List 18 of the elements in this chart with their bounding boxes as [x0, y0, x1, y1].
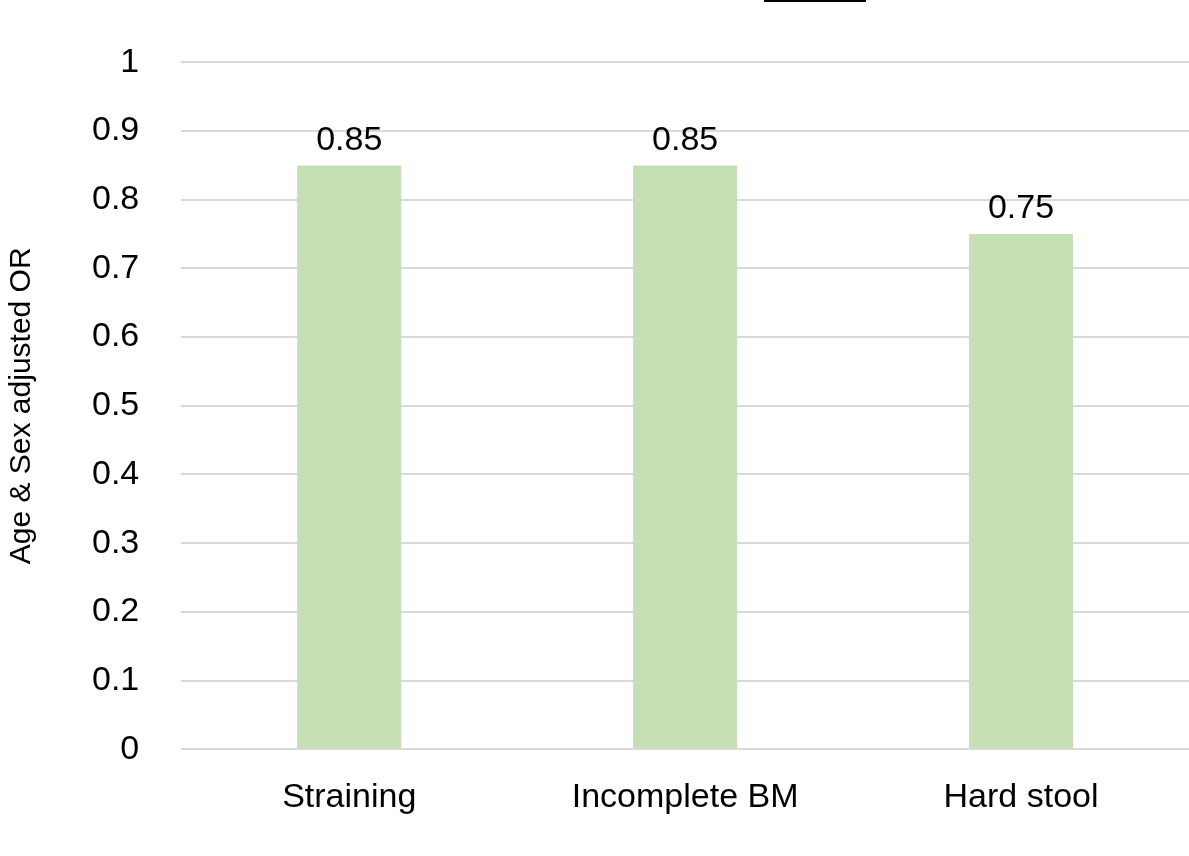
y-tick-label: 0.6	[92, 315, 140, 354]
y-tick-label: 0.3	[92, 521, 140, 560]
y-tick-label: 0	[120, 727, 140, 766]
x-tick-label: Incomplete BM	[571, 775, 799, 814]
y-tick-label: 0.4	[92, 452, 140, 491]
y-axis-title: Age & Sex adjusted OR	[3, 247, 37, 565]
y-tick-label: 0.2	[92, 590, 140, 629]
data-label: 0.85	[316, 118, 383, 157]
y-tick-label: 0.7	[92, 246, 140, 285]
data-label: 0.75	[987, 187, 1055, 226]
x-tick-label: Straining	[282, 775, 417, 814]
y-tick-label: 0.9	[92, 109, 140, 148]
y-tick-label: 0.8	[92, 178, 140, 217]
y-tick-label: 0.1	[92, 658, 140, 697]
y-tick-label: 1	[120, 40, 140, 79]
data-label: 0.85	[652, 118, 719, 157]
y-tick-label: 0.5	[92, 384, 140, 423]
x-tick-label: Hard stool	[943, 775, 1099, 814]
